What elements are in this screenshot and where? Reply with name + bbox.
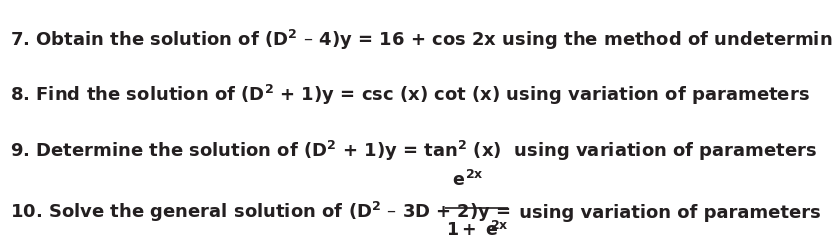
Text: 10. Solve the general solution of (D$^{\mathbf{2}}$ – 3D + 2)y =: 10. Solve the general solution of (D$^{\…: [10, 199, 513, 223]
Text: $\mathbf{2x}$: $\mathbf{2x}$: [465, 168, 483, 181]
Text: 8. Find the solution of (D$^{\mathbf{2}}$ + 1)y = csc (x) cot (x) using variatio: 8. Find the solution of (D$^{\mathbf{2}}…: [10, 83, 810, 107]
Text: 7. Obtain the solution of (D$^{\mathbf{2}}$ – 4)y = 16 + cos 2x using the method: 7. Obtain the solution of (D$^{\mathbf{2…: [10, 27, 832, 51]
Text: $\mathbf{e}$: $\mathbf{e}$: [452, 170, 465, 188]
Text: using variation of parameters: using variation of parameters: [513, 203, 821, 221]
Text: $\mathbf{1+\ e}$: $\mathbf{1+\ e}$: [446, 220, 498, 238]
Text: $\mathbf{2x}$: $\mathbf{2x}$: [490, 218, 508, 231]
Text: 9. Determine the solution of (D$^{\mathbf{2}}$ + 1)y = tan$^{\mathbf{2}}$ (x)  u: 9. Determine the solution of (D$^{\mathb…: [10, 138, 817, 162]
